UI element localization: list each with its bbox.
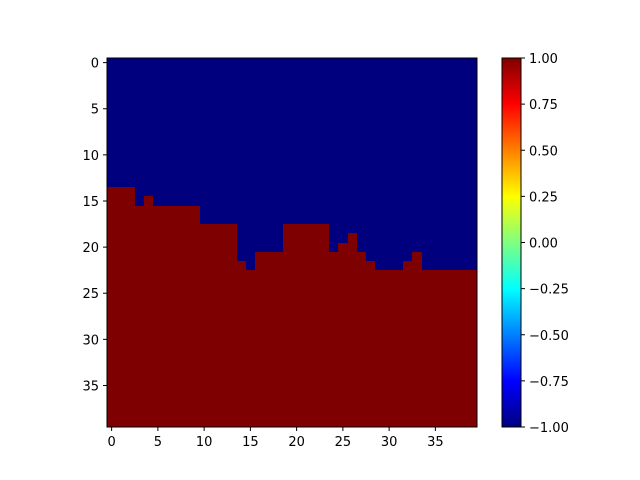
- y-tick-label: 30: [82, 333, 99, 348]
- heatmap-high-column: [190, 206, 200, 427]
- heatmap-high-column: [209, 224, 218, 427]
- x-tick-label: 10: [196, 435, 213, 450]
- y-tick-label: 0: [91, 57, 99, 72]
- heatmap-high-column: [449, 270, 459, 427]
- heatmap-high-column: [311, 224, 320, 427]
- heatmap-high-column: [255, 252, 264, 427]
- heatmap-high-column: [218, 224, 227, 427]
- heatmap-high-column: [153, 206, 163, 427]
- y-tick-label: 15: [82, 195, 99, 210]
- heatmap-high-column: [116, 187, 126, 427]
- y-tick-label: 20: [82, 241, 99, 256]
- heatmap-high-column: [320, 224, 329, 427]
- heatmap-high-column: [301, 224, 311, 427]
- heatmap-high-column: [403, 261, 412, 427]
- y-tick-label: 25: [82, 287, 99, 302]
- heatmap-high-column: [172, 206, 181, 427]
- heatmap-high-column: [163, 206, 172, 427]
- x-tick-label: 25: [335, 435, 352, 450]
- heatmap-high-column: [357, 252, 366, 427]
- colorbar-gradient: [502, 58, 521, 427]
- heatmap-high-column: [107, 187, 116, 427]
- heatmap-high-column: [246, 270, 255, 427]
- colorbar-tick-label: 1.00: [529, 52, 558, 67]
- heatmap-high-column: [422, 270, 431, 427]
- heatmap-high-column: [181, 206, 190, 427]
- heatmap-high-column: [440, 270, 449, 427]
- heatmap-high-column: [394, 270, 403, 427]
- colorbar-tick-label: 0.25: [529, 190, 558, 205]
- x-tick-label: 30: [381, 435, 398, 450]
- colorbar-tick-label: −0.50: [529, 329, 569, 344]
- heatmap-high-column: [274, 252, 283, 427]
- colorbar-tick-label: −0.25: [529, 283, 569, 298]
- heatmap-high-column: [135, 206, 144, 427]
- colorbar-tick-label: 0.50: [529, 144, 558, 159]
- heatmap-high-column: [459, 270, 468, 427]
- heatmap-high-column: [375, 270, 385, 427]
- heatmap-high-column: [366, 261, 375, 427]
- heatmap-high-column: [200, 224, 209, 427]
- heatmap-high-column: [126, 187, 135, 427]
- x-tick-label: 0: [107, 435, 115, 450]
- colorbar-tick-label: −1.00: [529, 421, 569, 436]
- heatmap-high-column: [431, 270, 440, 427]
- x-axis: 0 5 10 15 20 25 30 35: [107, 427, 444, 450]
- heatmap-high-column: [412, 252, 422, 427]
- heatmap-high-column: [468, 270, 477, 427]
- x-tick-label: 35: [427, 435, 444, 450]
- y-tick-label: 35: [82, 379, 99, 394]
- heatmap-high-column: [329, 252, 338, 427]
- y-tick-label: 10: [82, 149, 99, 164]
- y-axis: 0 5 10 15 20 25 30 35: [82, 57, 107, 394]
- heatmap-high-column: [338, 243, 348, 427]
- colorbar-tick-label: −0.75: [529, 375, 569, 390]
- colorbar: −1.00 −0.75 −0.50 −0.25 0.00 0.25 0.50 0.75 1.00: [501, 52, 569, 436]
- colorbar-tick-label: 0.00: [529, 237, 558, 252]
- heatmap-cells: [107, 58, 477, 427]
- heatmap-high-column: [292, 224, 301, 427]
- y-tick-label: 5: [91, 103, 99, 118]
- plot-frame: [106, 57, 478, 428]
- heatmap-high-column: [227, 224, 237, 427]
- heatmap-high-column: [385, 270, 394, 427]
- heatmap-high-column: [348, 233, 357, 427]
- x-tick-label: 20: [288, 435, 305, 450]
- colorbar-ticks: −1.00 −0.75 −0.50 −0.25 0.00 0.25 0.50 0.75 1.00: [521, 52, 569, 436]
- heatmap-high-column: [237, 261, 246, 427]
- x-tick-label: 5: [154, 435, 162, 450]
- heatmap-high-column: [264, 252, 274, 427]
- x-tick-label: 15: [242, 435, 259, 450]
- colorbar-tick-label: 0.75: [529, 98, 558, 113]
- heatmap-high-column: [283, 224, 292, 427]
- heatmap-high-column: [144, 196, 153, 427]
